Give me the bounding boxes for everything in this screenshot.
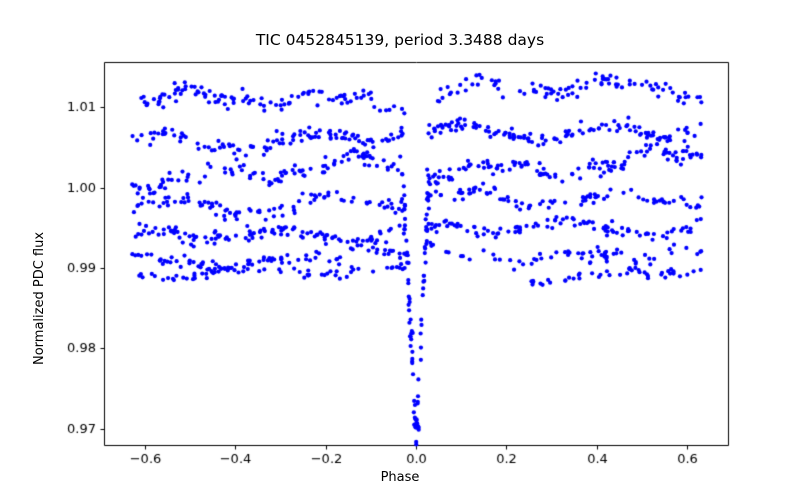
figure-canvas-container: TIC 0452845139, period 3.3488 days Phase… — [0, 0, 800, 500]
scatter-plot-canvas — [0, 0, 800, 500]
